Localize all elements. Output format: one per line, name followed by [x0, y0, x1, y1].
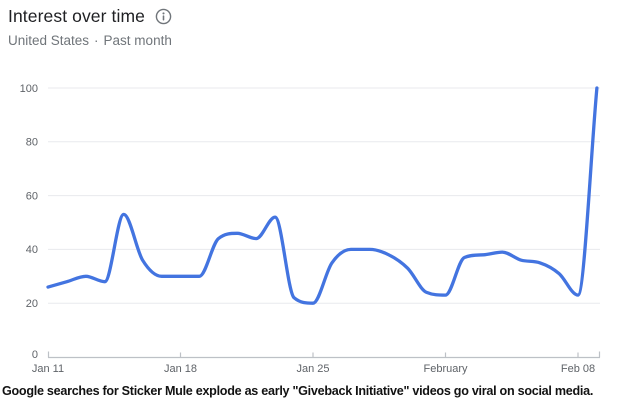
y-axis-label: 80 — [26, 137, 38, 149]
x-axis-label: Feb 08 — [561, 363, 595, 375]
caption-text: Google searches for Sticker Mule explode… — [2, 384, 594, 398]
info-icon[interactable] — [155, 8, 172, 25]
subtitle-separator: · — [94, 33, 99, 48]
x-axis-label: Jan 25 — [296, 363, 329, 375]
trend-line — [46, 86, 599, 305]
y-axis-label: 0 — [32, 349, 38, 361]
x-axis: Jan 11 Jan 18 Jan 25 February Feb 08 — [32, 351, 601, 375]
region-label: United States — [8, 33, 90, 48]
gridlines — [48, 87, 600, 304]
timeframe-label: Past month — [103, 33, 172, 48]
y-axis-label: 60 — [26, 190, 38, 202]
y-axis-label: 100 — [20, 83, 38, 95]
interest-over-time-line-chart[interactable]: 0 20 40 60 80 100 Jan 11 Jan 18 Jan 25 February F… — [0, 70, 624, 382]
page-title: Interest over time — [8, 6, 145, 26]
x-axis-label: Jan 11 — [32, 363, 64, 375]
chart-subtitle: United States · Past month — [8, 33, 172, 48]
x-axis-label: Jan 18 — [164, 363, 197, 375]
y-axis-label: 40 — [26, 244, 38, 256]
y-axis-label: 20 — [26, 298, 38, 310]
y-axis-labels: 0 20 40 60 80 100 — [20, 83, 38, 361]
chart-header: Interest over time — [8, 6, 172, 27]
x-axis-label: February — [423, 363, 468, 375]
